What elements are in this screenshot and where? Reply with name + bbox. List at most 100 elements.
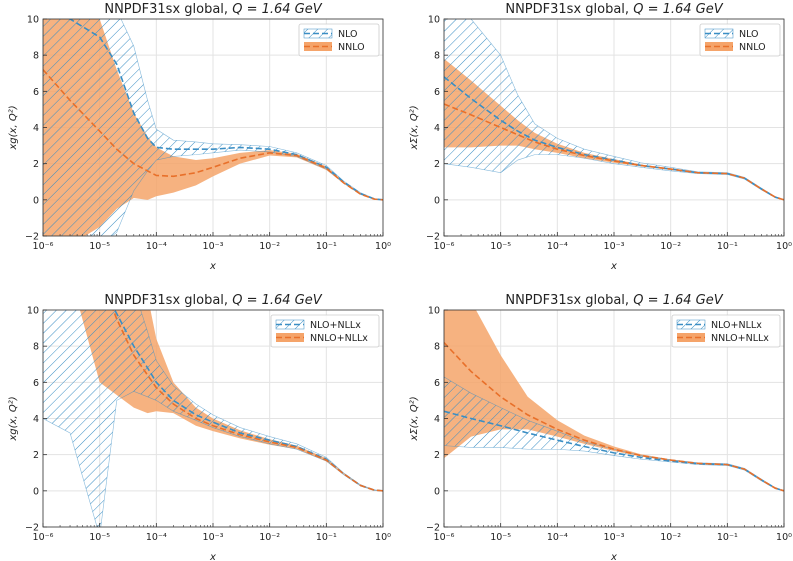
series-layer xyxy=(444,19,784,201)
x-tick-label: 10⁻¹ xyxy=(717,532,738,543)
legend-label: NLO xyxy=(739,29,759,40)
x-tick-label: 10⁻³ xyxy=(604,241,625,252)
chart-title-text: NNPDF31sx global, xyxy=(505,293,633,308)
chart-title: NNPDF31sx global, Q = 1.64 GeV xyxy=(104,293,322,308)
x-tick-label: 10⁻⁴ xyxy=(547,532,568,543)
y-tick-label: 2 xyxy=(434,450,440,461)
legend: NLO+NLLx NNLO+NLLx xyxy=(671,314,781,348)
y-axis: −2 0 2 4 6 8 10 xyxy=(426,306,448,534)
x-tick-label: 10⁻¹ xyxy=(316,532,337,543)
x-axis: 10⁻⁶ 10⁻⁵ 10⁻⁴ 10⁻³ 10⁻² 10⁻¹ 10⁰ xyxy=(33,232,391,252)
x-tick-label: 10⁻⁴ xyxy=(146,241,167,252)
y-tick-label: 8 xyxy=(33,51,39,62)
y-tick-label: 6 xyxy=(33,87,39,98)
legend-label: NNLO xyxy=(338,42,365,53)
x-tick-label: 10⁻⁴ xyxy=(547,241,568,252)
y-axis: −2 0 2 4 6 8 10 xyxy=(426,15,448,243)
x-axis-label: x xyxy=(610,261,617,272)
x-tick-label: 10⁻⁶ xyxy=(434,532,455,543)
series-layer xyxy=(43,310,383,527)
legend-label: NLO xyxy=(338,29,358,40)
line-nnlo xyxy=(444,103,784,201)
y-tick-label: −2 xyxy=(25,232,39,243)
y-axis: −2 0 2 4 6 8 10 xyxy=(25,306,47,534)
y-tick-label: 4 xyxy=(434,414,440,425)
y-tick-label: 0 xyxy=(434,486,440,497)
y-tick-label: 6 xyxy=(434,378,440,389)
y-tick-label: 0 xyxy=(33,486,39,497)
y-tick-label: 2 xyxy=(33,450,39,461)
series-layer xyxy=(444,310,784,492)
x-tick-label: 10⁻⁵ xyxy=(490,532,511,543)
x-tick-label: 10⁻⁴ xyxy=(146,532,167,543)
line-nlo xyxy=(67,19,383,201)
chart-panel-2: 10⁻⁶ 10⁻⁵ 10⁻⁴ 10⁻³ 10⁻² 10⁻¹ 10⁰ −2 0 2 4 6 8 10 x xΣ(… xyxy=(409,2,792,272)
x-tick-label: 10⁻⁵ xyxy=(490,241,511,252)
legend: NLO+NLLx NNLO+NLLx xyxy=(270,314,380,348)
y-tick-label: −2 xyxy=(426,523,440,534)
chart-panel-4: 10⁻⁶ 10⁻⁵ 10⁻⁴ 10⁻³ 10⁻² 10⁻¹ 10⁰ −2 0 2 4 6 8 10 x xΣ(… xyxy=(409,293,792,561)
x-tick-label: 10⁻¹ xyxy=(717,241,738,252)
legend-label: NNLO+NLLx xyxy=(711,333,769,344)
x-axis: 10⁻⁶ 10⁻⁵ 10⁻⁴ 10⁻³ 10⁻² 10⁻¹ 10⁰ xyxy=(33,523,391,543)
y-tick-label: 8 xyxy=(434,342,440,353)
y-tick-label: 0 xyxy=(434,195,440,206)
x-axis-label: x xyxy=(610,552,617,561)
y-tick-label: 8 xyxy=(434,51,440,62)
chart-title-math: Q = 1.64 GeV xyxy=(232,293,323,308)
x-tick-label: 10⁻² xyxy=(259,241,280,252)
y-tick-label: 4 xyxy=(33,414,39,425)
x-tick-label: 10⁰ xyxy=(776,532,792,543)
y-tick-label: 2 xyxy=(434,159,440,170)
y-tick-label: 0 xyxy=(33,195,39,206)
x-tick-label: 10⁻² xyxy=(660,241,681,252)
x-tick-label: 10⁻² xyxy=(259,532,280,543)
y-tick-label: 4 xyxy=(434,123,440,134)
y-tick-label: 10 xyxy=(428,15,440,26)
legend-label: NNLO+NLLx xyxy=(310,333,368,344)
x-tick-label: 10⁰ xyxy=(375,532,391,543)
legend-label: NNLO xyxy=(739,42,766,53)
chart-panel-3: 10⁻⁶ 10⁻⁵ 10⁻⁴ 10⁻³ 10⁻² 10⁻¹ 10⁰ −2 0 2 4 6 8 10 x xg(… xyxy=(8,293,391,561)
chart-title-math: Q = 1.64 GeV xyxy=(633,2,724,17)
y-tick-label: 4 xyxy=(33,123,39,134)
x-axis-label: x xyxy=(209,552,216,561)
chart-title: NNPDF31sx global, Q = 1.64 GeV xyxy=(505,293,723,308)
x-axis-label: x xyxy=(209,261,216,272)
chart-title-math: Q = 1.64 GeV xyxy=(232,2,323,17)
y-tick-label: −2 xyxy=(25,523,39,534)
line-nlo-nllx xyxy=(444,410,784,492)
chart-title-math: Q = 1.64 GeV xyxy=(633,293,724,308)
chart-title-text: NNPDF31sx global, xyxy=(104,293,232,308)
x-tick-label: 10⁻⁶ xyxy=(434,241,455,252)
series-layer xyxy=(43,19,383,236)
line-nnlo xyxy=(43,69,383,201)
chart-panel-1: 10⁻⁶ 10⁻⁵ 10⁻⁴ 10⁻³ 10⁻² 10⁻¹ 10⁰ −2 0 2 4 6 8 10 x xg(… xyxy=(8,2,391,272)
y-tick-label: 10 xyxy=(27,306,39,317)
y-tick-label: 2 xyxy=(33,159,39,170)
line-nlo xyxy=(444,76,784,201)
y-tick-label: 8 xyxy=(33,342,39,353)
y-tick-label: −2 xyxy=(426,232,440,243)
x-axis: 10⁻⁶ 10⁻⁵ 10⁻⁴ 10⁻³ 10⁻² 10⁻¹ 10⁰ xyxy=(434,232,792,252)
legend: NLO NNLO xyxy=(699,23,781,57)
x-tick-label: 10⁻² xyxy=(660,532,681,543)
x-tick-label: 10⁻¹ xyxy=(316,241,337,252)
chart-title-text: NNPDF31sx global, xyxy=(104,2,232,17)
legend-label: NLO+NLLx xyxy=(711,320,762,331)
band-nnlo-nllx xyxy=(79,310,383,491)
x-tick-label: 10⁰ xyxy=(776,241,792,252)
x-tick-label: 10⁻⁵ xyxy=(89,532,110,543)
x-tick-label: 10⁻³ xyxy=(203,532,224,543)
x-tick-label: 10⁻⁶ xyxy=(33,532,54,543)
y-tick-label: 6 xyxy=(434,87,440,98)
y-axis-label: xΣ(x, Q²) xyxy=(409,105,420,150)
x-tick-label: 10⁻³ xyxy=(604,532,625,543)
y-axis: −2 0 2 4 6 8 10 xyxy=(25,15,47,243)
legend-label: NLO+NLLx xyxy=(310,320,361,331)
y-axis-label: xg(x, Q²) xyxy=(8,105,19,150)
y-axis-label: xΣ(x, Q²) xyxy=(409,396,420,441)
y-tick-label: 10 xyxy=(428,306,440,317)
x-tick-label: 10⁻⁵ xyxy=(89,241,110,252)
